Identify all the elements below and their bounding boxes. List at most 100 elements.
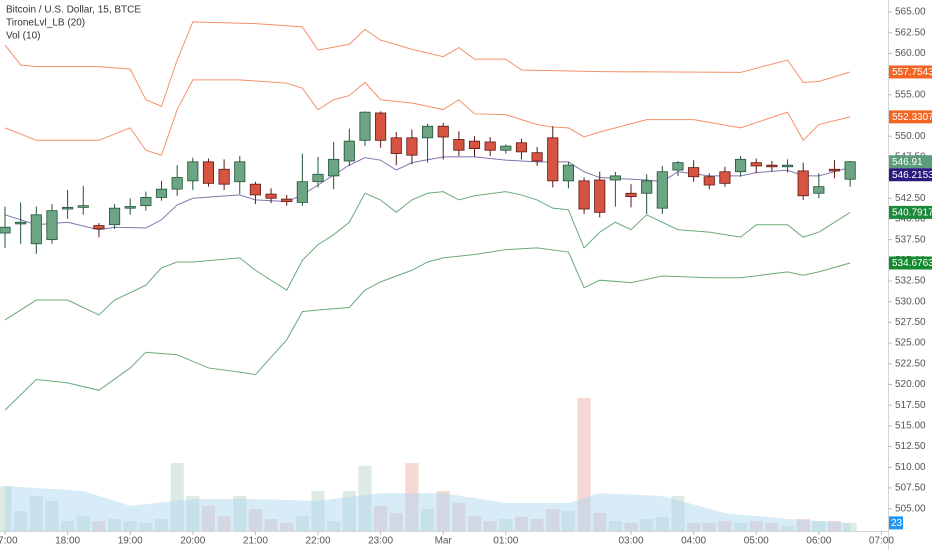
candle-body (672, 162, 684, 171)
volume-bar (483, 521, 497, 531)
y-tick-label: 532.50 (895, 276, 926, 287)
candle-body (93, 225, 105, 230)
volume-bar (248, 509, 262, 531)
axes: 505.00 507.50 510.00 512.50 515.00 517.50 520.… (0, 7, 932, 547)
volume-bar (139, 522, 153, 531)
candle-body (750, 162, 762, 167)
y-tick-label: 562.50 (895, 27, 926, 38)
x-tick-label: 04:00 (681, 536, 706, 547)
price-label-box (889, 205, 932, 219)
volume-bar (233, 495, 247, 531)
volume-bar (530, 518, 544, 531)
volume-bar (45, 500, 59, 531)
candle-body (578, 180, 590, 210)
candle-body (844, 161, 856, 180)
candle-body (249, 183, 261, 196)
volume-bar (170, 463, 184, 531)
price-label: 552.3307 (892, 112, 932, 123)
price-label: 540.7917 (892, 208, 932, 219)
volume-bar (655, 516, 669, 531)
x-tick-label: 23:00 (368, 536, 393, 547)
price-label: 534.6763 (892, 258, 932, 269)
volume-bar (827, 521, 842, 531)
candle-body (735, 158, 747, 173)
price-label-box (889, 65, 932, 79)
volume-bar (499, 518, 513, 531)
indicator-label: Vol (10) (6, 31, 40, 42)
volume-label-box (889, 516, 903, 530)
volume-bar (76, 516, 90, 531)
volume-bar (687, 522, 701, 531)
candle-body (0, 226, 11, 234)
candle-body (547, 137, 559, 182)
candle-body (375, 112, 387, 141)
volume-bar (843, 522, 857, 531)
volume-bar (29, 495, 43, 531)
volume-bar (718, 521, 732, 531)
volume-bar (780, 526, 795, 531)
volume-bar (765, 522, 779, 531)
y-tick-label: 537.50 (895, 234, 926, 245)
price-label: 546.91 (892, 157, 923, 168)
candle-body (594, 179, 606, 213)
x-tick-label: 19:00 (118, 536, 143, 547)
volume-bar (436, 490, 450, 531)
volume-bar (264, 518, 278, 531)
volume-bar (593, 512, 607, 531)
candle-body (77, 205, 89, 208)
candle-body (609, 175, 621, 181)
candle-body (422, 125, 434, 139)
indicator-line (4, 191, 851, 321)
candle-body (187, 161, 199, 182)
volume-bar (514, 516, 529, 531)
volume-bar (671, 495, 685, 531)
volume-bar (734, 522, 748, 531)
candle-body (453, 139, 465, 151)
indicator-line (4, 21, 851, 108)
volume-bar (546, 509, 560, 531)
volume-bar (295, 516, 309, 531)
candle-body (46, 210, 58, 241)
volume-ma-area (5, 486, 851, 531)
y-tick-label: 517.50 (895, 400, 926, 411)
price-label-box (889, 256, 932, 270)
volume-bar (201, 505, 216, 531)
price-label: 546.2153 (892, 170, 932, 181)
chart-title: Bitcoin / U.S. Dollar, 15, BTCE (6, 5, 141, 16)
volume-bar (812, 521, 826, 531)
indicator-line (4, 247, 851, 411)
volume-bar (467, 516, 482, 531)
y-tick-label: 525.00 (895, 338, 926, 349)
y-tick-label: 550.00 (895, 131, 926, 142)
y-tick-label: 515.00 (895, 421, 926, 432)
candle-body (234, 161, 246, 183)
candle-body (108, 207, 121, 226)
volume-bar (123, 521, 137, 531)
y-tick-label: 505.00 (895, 503, 926, 514)
volume-bar (749, 521, 763, 531)
candle-body (62, 206, 74, 210)
candle-body (312, 173, 324, 183)
candle-body (218, 168, 230, 185)
candle-body (781, 164, 794, 168)
volume-bar (796, 518, 810, 531)
candle-body (515, 142, 528, 153)
volume-label: 23 (891, 518, 903, 529)
candle-body (531, 152, 543, 162)
candle-body (656, 171, 668, 209)
candle-body (328, 158, 340, 177)
volume-bar (608, 521, 622, 531)
y-tick-label: 530.00 (895, 296, 926, 307)
candle-body (797, 170, 809, 197)
price-label-box (889, 110, 932, 124)
volume-bar (327, 521, 341, 531)
candle-body (688, 167, 700, 178)
y-tick-label: 520.00 (895, 379, 926, 390)
x-tick-label: 03:00 (619, 536, 644, 547)
candle-body (281, 198, 293, 202)
x-tick-label: 21:00 (243, 536, 268, 547)
x-tick-label: 17:00 (0, 536, 18, 547)
volume-bar (280, 522, 294, 531)
